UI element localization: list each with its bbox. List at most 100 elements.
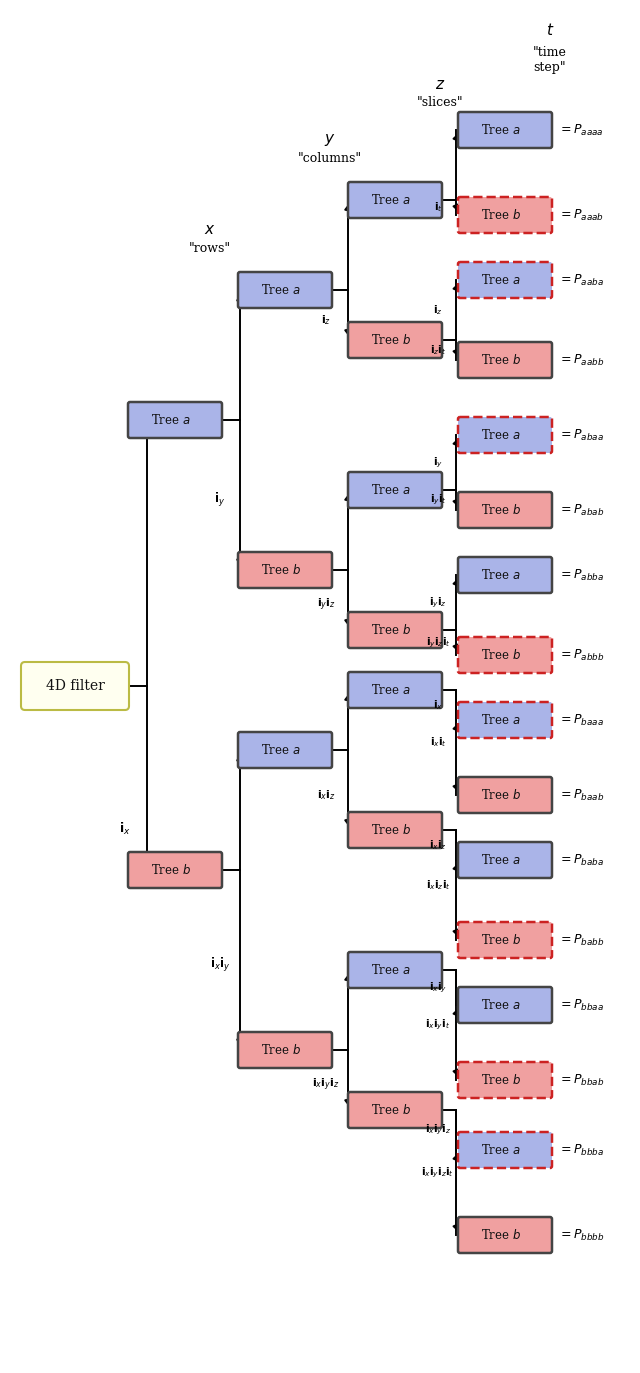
FancyBboxPatch shape <box>348 472 442 508</box>
FancyBboxPatch shape <box>238 1032 332 1068</box>
FancyBboxPatch shape <box>348 323 442 358</box>
Text: $\mathbf{i}_z$: $\mathbf{i}_z$ <box>321 313 331 327</box>
Text: Tree $\mathit{b}$: Tree $\mathit{b}$ <box>481 503 521 518</box>
Text: 4D filter: 4D filter <box>45 680 104 693</box>
Text: $= P_{baba}$: $= P_{baba}$ <box>558 853 604 868</box>
FancyBboxPatch shape <box>348 951 442 989</box>
Text: $\mathbf{i}_z$: $\mathbf{i}_z$ <box>433 303 443 317</box>
Text: Tree $\mathit{b}$: Tree $\mathit{b}$ <box>481 207 521 222</box>
Text: $= P_{babb}$: $= P_{babb}$ <box>558 932 605 947</box>
FancyBboxPatch shape <box>348 612 442 648</box>
Text: $\mathbf{i}_y$: $\mathbf{i}_y$ <box>433 456 443 470</box>
Text: $\mathbf{i}_x\mathbf{i}_t$: $\mathbf{i}_x\mathbf{i}_t$ <box>429 736 447 750</box>
Text: Tree $\mathit{b}$: Tree $\mathit{b}$ <box>261 1043 301 1057</box>
Text: $= P_{abaa}$: $= P_{abaa}$ <box>558 427 604 442</box>
FancyBboxPatch shape <box>458 777 552 813</box>
Text: $\mathbf{i}_x\mathbf{i}_y\mathbf{i}_z$: $\mathbf{i}_x\mathbf{i}_y\mathbf{i}_z$ <box>312 1076 340 1093</box>
Text: Tree $\mathit{b}$: Tree $\mathit{b}$ <box>371 623 411 637</box>
Text: $\mathbf{i}_y\mathbf{i}_z\mathbf{i}_t$: $\mathbf{i}_y\mathbf{i}_z\mathbf{i}_t$ <box>426 636 451 649</box>
Text: $y$: $y$ <box>324 132 336 148</box>
Text: Tree $\mathit{a}$: Tree $\mathit{a}$ <box>481 124 521 137</box>
FancyBboxPatch shape <box>458 113 552 148</box>
Text: Tree $\mathit{a}$: Tree $\mathit{a}$ <box>151 413 191 427</box>
Text: $= P_{aaaa}$: $= P_{aaaa}$ <box>558 122 604 137</box>
Text: Tree $\mathit{a}$: Tree $\mathit{a}$ <box>481 713 521 726</box>
Text: $= P_{baab}$: $= P_{baab}$ <box>558 788 604 803</box>
FancyBboxPatch shape <box>458 1216 552 1254</box>
Text: $\mathbf{i}_y\mathbf{i}_z$: $\mathbf{i}_y\mathbf{i}_z$ <box>429 596 447 610</box>
Text: Tree $\mathit{a}$: Tree $\mathit{a}$ <box>371 682 411 697</box>
FancyBboxPatch shape <box>348 1092 442 1129</box>
Text: Tree $\mathit{a}$: Tree $\mathit{a}$ <box>261 743 301 757</box>
FancyBboxPatch shape <box>458 842 552 877</box>
FancyBboxPatch shape <box>458 557 552 593</box>
Text: $\mathbf{i}_x\mathbf{i}_y$: $\mathbf{i}_x\mathbf{i}_y$ <box>210 956 230 973</box>
Text: $\mathbf{i}_x$: $\mathbf{i}_x$ <box>433 697 443 711</box>
Text: $\mathbf{i}_x\mathbf{i}_z\mathbf{i}_t$: $\mathbf{i}_x\mathbf{i}_z\mathbf{i}_t$ <box>426 879 451 892</box>
Text: Tree $\mathit{a}$: Tree $\mathit{a}$ <box>481 998 521 1012</box>
Text: $x$: $x$ <box>204 222 216 238</box>
Text: $z$: $z$ <box>435 78 445 92</box>
Text: Tree $\mathit{b}$: Tree $\mathit{b}$ <box>371 1103 411 1118</box>
Text: $\mathbf{i}_y$: $\mathbf{i}_y$ <box>214 492 225 509</box>
Text: $t$: $t$ <box>546 22 554 38</box>
Text: Tree $\mathit{b}$: Tree $\mathit{b}$ <box>371 334 411 347</box>
FancyBboxPatch shape <box>458 492 552 529</box>
FancyBboxPatch shape <box>458 262 552 298</box>
FancyBboxPatch shape <box>458 702 552 739</box>
Text: $\mathbf{i}_y\mathbf{i}_z$: $\mathbf{i}_y\mathbf{i}_z$ <box>317 597 335 614</box>
FancyBboxPatch shape <box>238 552 332 588</box>
Text: "columns": "columns" <box>298 151 362 165</box>
Text: Tree $\mathit{b}$: Tree $\mathit{b}$ <box>481 648 521 662</box>
Text: Tree $\mathit{a}$: Tree $\mathit{a}$ <box>481 273 521 287</box>
FancyBboxPatch shape <box>238 272 332 308</box>
FancyBboxPatch shape <box>458 987 552 1023</box>
Text: $\mathbf{i}_x\mathbf{i}_y\mathbf{i}_t$: $\mathbf{i}_x\mathbf{i}_y\mathbf{i}_t$ <box>426 1017 451 1032</box>
FancyBboxPatch shape <box>128 402 222 438</box>
Text: $\mathbf{i}_x\mathbf{i}_y\mathbf{i}_z$: $\mathbf{i}_x\mathbf{i}_y\mathbf{i}_z$ <box>425 1123 451 1137</box>
Text: $= P_{aabb}$: $= P_{aabb}$ <box>558 353 604 368</box>
FancyBboxPatch shape <box>348 183 442 218</box>
Text: $= P_{baaa}$: $= P_{baaa}$ <box>558 713 604 728</box>
Text: $\mathbf{i}_x$: $\mathbf{i}_x$ <box>119 821 131 836</box>
Text: Tree $\mathit{b}$: Tree $\mathit{b}$ <box>481 934 521 947</box>
Text: $= P_{bbbb}$: $= P_{bbbb}$ <box>558 1227 605 1243</box>
Text: Tree $\mathit{b}$: Tree $\mathit{b}$ <box>481 1074 521 1087</box>
Text: $\mathbf{i}_x\mathbf{i}_z$: $\mathbf{i}_x\mathbf{i}_z$ <box>317 788 335 802</box>
Text: Tree $\mathit{b}$: Tree $\mathit{b}$ <box>371 822 411 838</box>
Text: $\mathbf{i}_t$: $\mathbf{i}_t$ <box>434 200 442 214</box>
Text: Tree $\mathit{b}$: Tree $\mathit{b}$ <box>481 788 521 802</box>
Text: $= P_{bbab}$: $= P_{bbab}$ <box>558 1072 605 1087</box>
Text: Tree $\mathit{b}$: Tree $\mathit{b}$ <box>261 563 301 577</box>
Text: $= P_{aaba}$: $= P_{aaba}$ <box>558 272 604 287</box>
FancyBboxPatch shape <box>348 811 442 849</box>
Text: Tree $\mathit{a}$: Tree $\mathit{a}$ <box>481 1142 521 1157</box>
FancyBboxPatch shape <box>238 732 332 768</box>
Text: Tree $\mathit{a}$: Tree $\mathit{a}$ <box>481 568 521 582</box>
Text: Tree $\mathit{b}$: Tree $\mathit{b}$ <box>481 1227 521 1243</box>
Text: $= P_{abab}$: $= P_{abab}$ <box>558 503 604 518</box>
FancyBboxPatch shape <box>458 1131 552 1168</box>
Text: $= P_{abbb}$: $= P_{abbb}$ <box>558 648 605 663</box>
Text: Tree $\mathit{a}$: Tree $\mathit{a}$ <box>481 428 521 442</box>
FancyBboxPatch shape <box>458 923 552 958</box>
Text: $\mathbf{i}_x\mathbf{i}_y\mathbf{i}_z\mathbf{i}_t$: $\mathbf{i}_x\mathbf{i}_y\mathbf{i}_z\ma… <box>422 1166 454 1179</box>
FancyBboxPatch shape <box>458 342 552 378</box>
Text: Tree $\mathit{a}$: Tree $\mathit{a}$ <box>481 853 521 866</box>
Text: "time: "time <box>533 45 567 59</box>
Text: $\mathbf{i}_y\mathbf{i}_t$: $\mathbf{i}_y\mathbf{i}_t$ <box>429 493 447 507</box>
FancyBboxPatch shape <box>348 671 442 708</box>
FancyBboxPatch shape <box>458 196 552 233</box>
Text: step": step" <box>534 62 566 74</box>
Text: "slices": "slices" <box>417 96 463 110</box>
Text: $\mathbf{i}_z\mathbf{i}_t$: $\mathbf{i}_z\mathbf{i}_t$ <box>429 343 446 357</box>
Text: $\mathbf{i}_x\mathbf{i}_y$: $\mathbf{i}_x\mathbf{i}_y$ <box>429 980 447 994</box>
FancyBboxPatch shape <box>458 417 552 453</box>
Text: "rows": "rows" <box>189 242 231 254</box>
Text: $= P_{bbba}$: $= P_{bbba}$ <box>558 1142 604 1157</box>
Text: Tree $\mathit{a}$: Tree $\mathit{a}$ <box>371 483 411 497</box>
Text: $= P_{abba}$: $= P_{abba}$ <box>558 567 604 582</box>
Text: Tree $\mathit{a}$: Tree $\mathit{a}$ <box>371 194 411 207</box>
Text: Tree $\mathit{b}$: Tree $\mathit{b}$ <box>151 864 191 877</box>
Text: Tree $\mathit{a}$: Tree $\mathit{a}$ <box>371 962 411 978</box>
